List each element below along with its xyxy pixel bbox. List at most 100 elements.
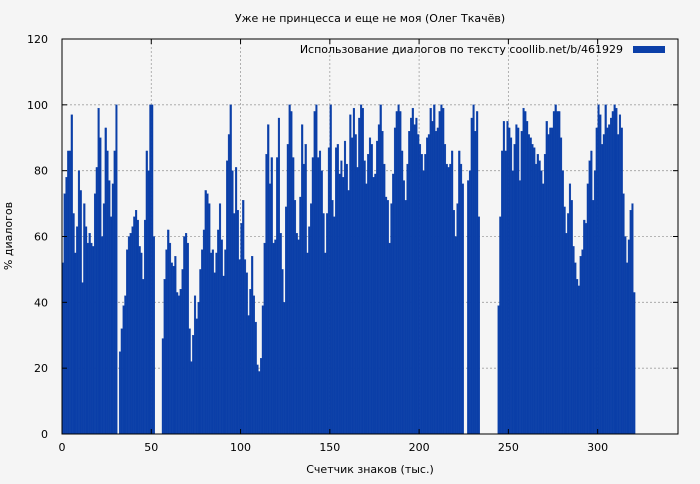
bar <box>331 200 334 435</box>
bar <box>556 111 559 435</box>
bar <box>431 121 434 435</box>
bar <box>567 213 570 435</box>
bar <box>95 167 98 435</box>
bar <box>288 104 291 435</box>
bar <box>513 144 516 435</box>
bar <box>151 104 154 435</box>
bar <box>383 163 386 435</box>
bar <box>218 203 222 435</box>
axis-ticks: 0 20 40 60 80 100 120 0 50 100 150 200 250 300 <box>27 33 678 454</box>
bar <box>536 154 539 435</box>
bar <box>147 170 150 435</box>
bar <box>617 134 620 435</box>
x-axis-label: Счетчик знаков (тыс.) <box>306 463 434 476</box>
bar <box>499 216 502 435</box>
bar <box>279 233 282 435</box>
bar <box>447 167 450 435</box>
bar <box>392 173 395 435</box>
bar <box>627 239 630 435</box>
bar <box>167 229 170 435</box>
bar <box>210 252 213 435</box>
bar <box>574 262 577 435</box>
bar <box>254 321 257 435</box>
bar <box>395 111 398 435</box>
bar <box>543 154 547 435</box>
x-tick-label: 50 <box>144 441 158 454</box>
bar <box>247 315 250 435</box>
bar <box>290 111 293 435</box>
bar <box>260 358 263 435</box>
bar <box>451 150 454 435</box>
bar <box>526 121 529 435</box>
bar <box>542 183 545 435</box>
bar <box>308 226 311 435</box>
bar <box>461 183 464 435</box>
bar <box>472 104 475 435</box>
bar <box>406 163 409 435</box>
bar <box>365 183 368 435</box>
bar <box>126 249 129 435</box>
bar <box>129 233 132 435</box>
bar <box>497 305 500 435</box>
bar <box>515 124 518 435</box>
bar <box>470 117 473 435</box>
bar <box>435 131 438 435</box>
bar <box>183 236 186 435</box>
bar <box>379 104 382 435</box>
bar <box>333 216 336 435</box>
bar <box>508 127 511 435</box>
bar <box>572 246 575 435</box>
bar <box>311 157 314 435</box>
bar <box>354 134 357 435</box>
bar <box>449 163 452 435</box>
y-tick-label: 0 <box>41 428 48 441</box>
bar <box>149 104 152 435</box>
bar <box>122 305 125 435</box>
bar <box>315 104 318 435</box>
y-tick-label: 20 <box>34 362 48 375</box>
bar <box>477 216 480 435</box>
bar <box>615 107 618 435</box>
bar <box>502 121 505 435</box>
bar <box>327 147 330 435</box>
bar <box>468 170 472 435</box>
bar <box>581 249 584 435</box>
x-tick-label: 0 <box>59 441 66 454</box>
bar <box>249 289 252 435</box>
bar <box>233 213 236 435</box>
bar <box>529 137 532 435</box>
bar <box>281 269 284 435</box>
bar <box>424 154 427 435</box>
bar <box>374 173 377 435</box>
bar <box>376 140 379 435</box>
bar <box>93 193 97 435</box>
bar <box>283 302 286 435</box>
bar <box>138 246 141 435</box>
bar <box>140 252 143 435</box>
bar <box>152 236 155 435</box>
bar <box>442 107 445 435</box>
bar <box>429 107 432 435</box>
bar <box>90 242 93 435</box>
bar <box>510 137 513 435</box>
bar <box>401 150 404 435</box>
bar <box>610 117 613 435</box>
bar <box>467 180 470 435</box>
x-tick-label: 300 <box>587 441 608 454</box>
bar <box>511 170 514 435</box>
bar <box>274 239 277 435</box>
bar <box>65 177 68 435</box>
bar <box>568 183 572 435</box>
bar <box>99 137 102 435</box>
bar <box>576 279 579 435</box>
bar <box>611 111 614 435</box>
bar <box>172 265 175 435</box>
bar <box>215 252 218 435</box>
bar <box>322 213 325 435</box>
bar <box>440 104 443 435</box>
bar <box>347 190 350 435</box>
bar <box>602 134 605 435</box>
bar <box>552 111 555 435</box>
bar <box>342 177 345 435</box>
